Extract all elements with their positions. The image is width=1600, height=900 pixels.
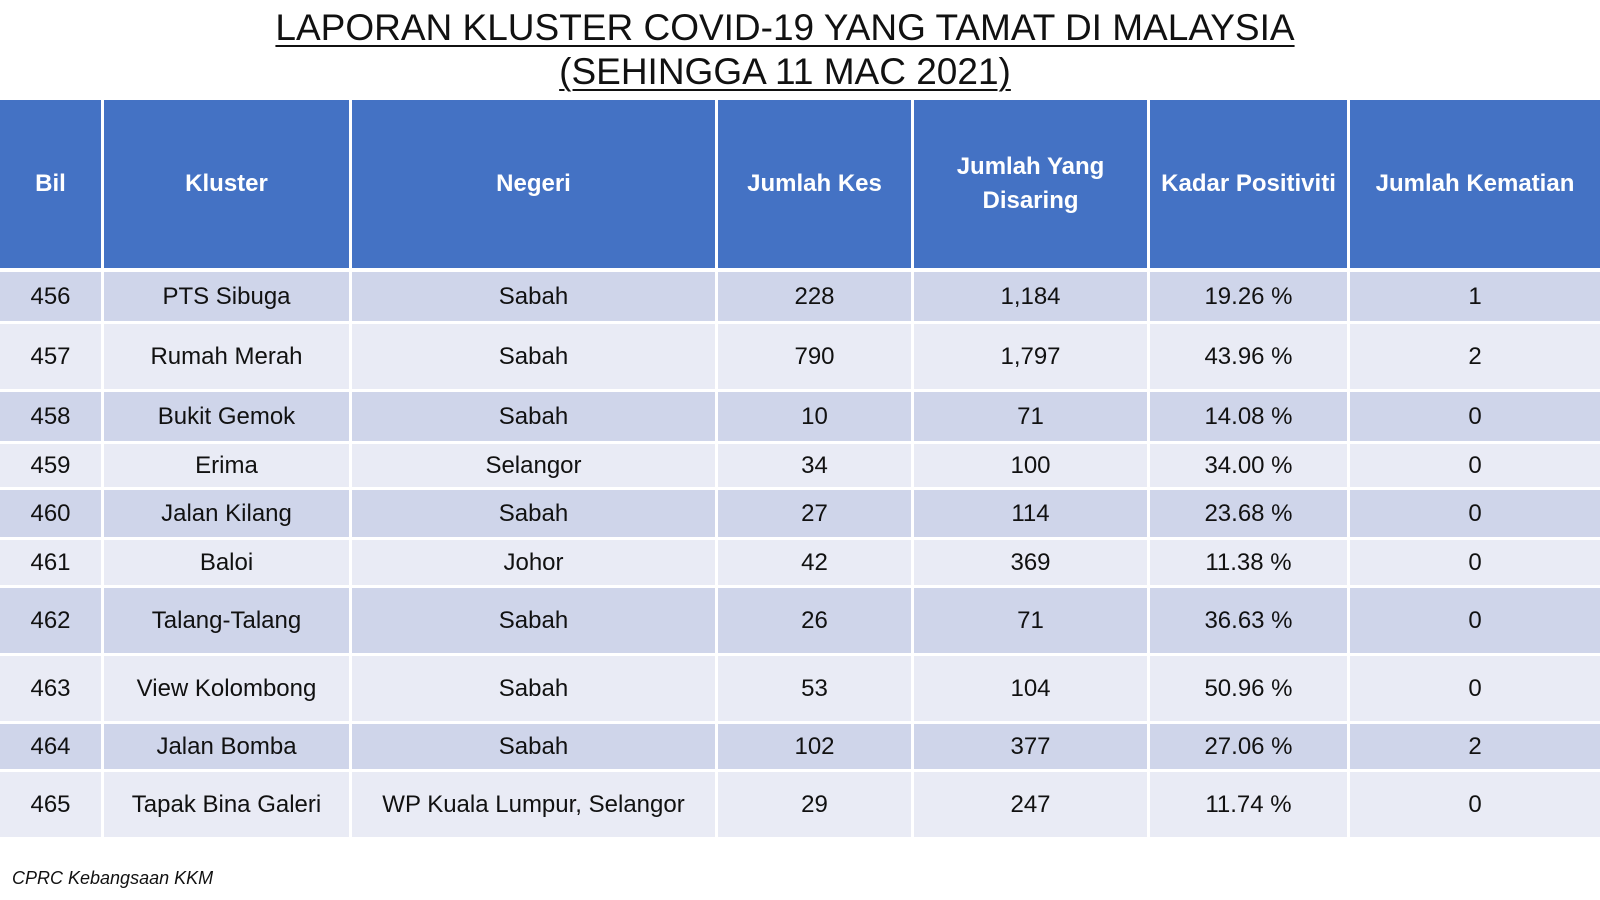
cell-negeri: Sabah [352,656,718,724]
cell-bil: 459 [0,444,104,490]
cell-jumlah-disaring: 71 [914,392,1150,444]
cell-kadar-positiviti: 43.96 % [1150,324,1350,392]
column-header-bil: Bil [0,100,104,272]
cell-bil: 458 [0,392,104,444]
cell-kadar-positiviti: 19.26 % [1150,272,1350,324]
cell-negeri: Sabah [352,272,718,324]
cell-jumlah-kematian: 0 [1350,392,1600,444]
cluster-table: Bil Kluster Negeri Jumlah Kes Jumlah Yan… [0,100,1600,840]
cell-jumlah-kes: 42 [718,540,914,588]
table-row: 460 Jalan Kilang Sabah 27 114 23.68 % 0 [0,490,1600,540]
cell-negeri: Sabah [352,724,718,772]
cell-jumlah-kes: 34 [718,444,914,490]
cell-jumlah-kematian: 0 [1350,540,1600,588]
cell-kadar-positiviti: 27.06 % [1150,724,1350,772]
cell-jumlah-disaring: 247 [914,772,1150,840]
cell-kadar-positiviti: 11.38 % [1150,540,1350,588]
cell-jumlah-disaring: 100 [914,444,1150,490]
cell-kluster: Jalan Bomba [104,724,352,772]
title-line-1: LAPORAN KLUSTER COVID-19 YANG TAMAT DI M… [275,7,1295,48]
cell-jumlah-kes: 29 [718,772,914,840]
cell-jumlah-kes: 228 [718,272,914,324]
cell-kluster: Talang-Talang [104,588,352,656]
cell-kadar-positiviti: 50.96 % [1150,656,1350,724]
cell-jumlah-kematian: 0 [1350,490,1600,540]
cell-negeri: Sabah [352,324,718,392]
cell-jumlah-kes: 10 [718,392,914,444]
column-header-negeri: Negeri [352,100,718,272]
cell-jumlah-kematian: 2 [1350,324,1600,392]
cell-jumlah-kematian: 2 [1350,724,1600,772]
title-line-2: (SEHINGGA 11 MAC 2021) [559,51,1011,92]
cell-negeri: Johor [352,540,718,588]
cell-kadar-positiviti: 23.68 % [1150,490,1350,540]
cell-kluster: Tapak Bina Galeri [104,772,352,840]
table-row: 457 Rumah Merah Sabah 790 1,797 43.96 % … [0,324,1600,392]
cell-bil: 457 [0,324,104,392]
cell-jumlah-disaring: 71 [914,588,1150,656]
cell-kluster: Bukit Gemok [104,392,352,444]
cell-kadar-positiviti: 14.08 % [1150,392,1350,444]
cell-jumlah-disaring: 369 [914,540,1150,588]
table-row: 461 Baloi Johor 42 369 11.38 % 0 [0,540,1600,588]
cell-bil: 465 [0,772,104,840]
cell-negeri: Selangor [352,444,718,490]
table-row: 464 Jalan Bomba Sabah 102 377 27.06 % 2 [0,724,1600,772]
table-row: 459 Erima Selangor 34 100 34.00 % 0 [0,444,1600,490]
cell-negeri: WP Kuala Lumpur, Selangor [352,772,718,840]
cell-kluster: Rumah Merah [104,324,352,392]
cell-negeri: Sabah [352,588,718,656]
cell-bil: 463 [0,656,104,724]
cell-bil: 461 [0,540,104,588]
table-header-row: Bil Kluster Negeri Jumlah Kes Jumlah Yan… [0,100,1600,272]
cell-kadar-positiviti: 34.00 % [1150,444,1350,490]
cell-jumlah-kematian: 1 [1350,272,1600,324]
cell-jumlah-kes: 102 [718,724,914,772]
cell-kluster: Baloi [104,540,352,588]
cell-jumlah-kematian: 0 [1350,444,1600,490]
page-title: LAPORAN KLUSTER COVID-19 YANG TAMAT DI M… [0,6,1570,94]
cell-jumlah-disaring: 104 [914,656,1150,724]
cell-bil: 456 [0,272,104,324]
cell-kadar-positiviti: 11.74 % [1150,772,1350,840]
cell-jumlah-disaring: 114 [914,490,1150,540]
column-header-kluster: Kluster [104,100,352,272]
cell-kluster: PTS Sibuga [104,272,352,324]
table-row: 458 Bukit Gemok Sabah 10 71 14.08 % 0 [0,392,1600,444]
cell-jumlah-kematian: 0 [1350,772,1600,840]
column-header-jumlah-kematian: Jumlah Kematian [1350,100,1600,272]
cell-kluster: View Kolombong [104,656,352,724]
source-footer: CPRC Kebangsaan KKM [12,868,214,888]
cell-negeri: Sabah [352,392,718,444]
cell-jumlah-kematian: 0 [1350,656,1600,724]
column-header-jumlah-kes: Jumlah Kes [718,100,914,272]
cell-bil: 462 [0,588,104,656]
cell-bil: 464 [0,724,104,772]
cell-jumlah-kes: 26 [718,588,914,656]
cell-kluster: Erima [104,444,352,490]
column-header-jumlah-disaring: Jumlah Yang Disaring [914,100,1150,272]
cell-kluster: Jalan Kilang [104,490,352,540]
cell-jumlah-disaring: 377 [914,724,1150,772]
cell-bil: 460 [0,490,104,540]
cell-jumlah-disaring: 1,797 [914,324,1150,392]
cell-jumlah-kes: 53 [718,656,914,724]
column-header-kadar-positiviti: Kadar Positiviti [1150,100,1350,272]
cell-jumlah-kematian: 0 [1350,588,1600,656]
cell-jumlah-kes: 27 [718,490,914,540]
cell-kadar-positiviti: 36.63 % [1150,588,1350,656]
table-row: 456 PTS Sibuga Sabah 228 1,184 19.26 % 1 [0,272,1600,324]
cell-jumlah-disaring: 1,184 [914,272,1150,324]
table-row: 462 Talang-Talang Sabah 26 71 36.63 % 0 [0,588,1600,656]
table-row: 465 Tapak Bina Galeri WP Kuala Lumpur, S… [0,772,1600,840]
cell-jumlah-kes: 790 [718,324,914,392]
table-row: 463 View Kolombong Sabah 53 104 50.96 % … [0,656,1600,724]
cell-negeri: Sabah [352,490,718,540]
